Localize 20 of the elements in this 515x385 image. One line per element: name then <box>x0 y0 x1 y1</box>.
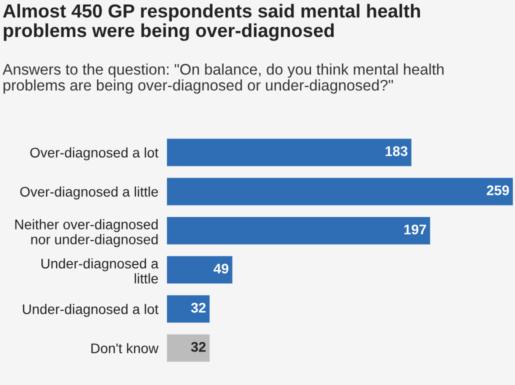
bar <box>166 138 412 166</box>
data-label: 259 <box>486 185 509 196</box>
bar <box>166 334 210 362</box>
y-tick-label: Neither over-diagnosed nor under-diagnosed <box>15 219 158 248</box>
data-label: 197 <box>404 224 426 234</box>
data-label: 183 <box>386 146 408 156</box>
bar <box>166 178 513 206</box>
chart-title: Almost 450 GP respondents said mental health problems were being over-diagnosed <box>3 4 420 41</box>
bar <box>166 256 232 284</box>
data-label: 32 <box>191 342 206 352</box>
y-tick-label: Under-diagnosed a lot <box>22 304 158 317</box>
y-tick-label: Over-diagnosed a little <box>20 186 158 200</box>
bar <box>166 216 430 244</box>
y-tick-label: Don't know <box>91 343 159 354</box>
y-tick-label: Over-diagnosed a lot <box>30 147 158 160</box>
chart-subtitle: Answers to the question: "On balance, do you think mental health problems are being over-diagnosed or under-diagnosed?" <box>2 64 444 94</box>
data-label: 49 <box>214 264 228 274</box>
y-tick-label: Under-diagnosed a little <box>41 258 159 284</box>
bar <box>166 295 210 323</box>
data-label: 32 <box>191 302 206 313</box>
